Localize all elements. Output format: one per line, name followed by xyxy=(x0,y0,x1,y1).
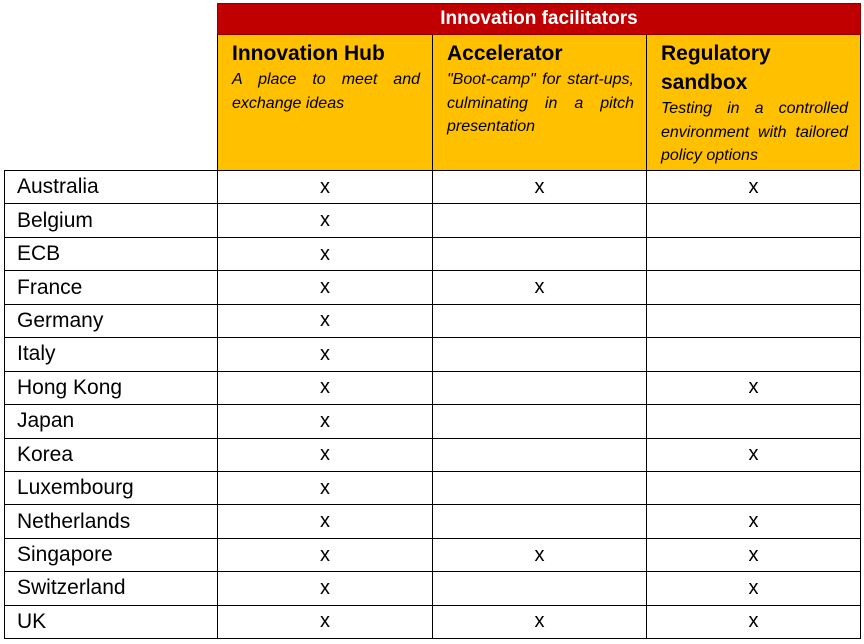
column-header-regulatory-sandbox: Regulatory sandbox Testing in a controll… xyxy=(646,34,861,171)
table-body: Australia x x x Belgium x ECB x France x x Germany x… xyxy=(4,169,861,640)
column-header-accelerator: Accelerator "Boot-camp" for start-ups, c… xyxy=(432,34,647,171)
super-header: Innovation facilitators xyxy=(217,3,861,35)
mark-cell xyxy=(646,303,861,339)
country-cell: ECB xyxy=(4,236,218,272)
mark-cell: x xyxy=(217,270,433,305)
mark-cell: x xyxy=(217,236,433,272)
mark-cell: x xyxy=(646,437,861,472)
country-cell: Korea xyxy=(4,437,218,472)
table-row: Belgium x xyxy=(4,203,861,238)
country-cell: Switzerland xyxy=(4,571,218,606)
mark-cell: x xyxy=(217,604,433,640)
column-title: Accelerator xyxy=(447,42,563,65)
mark-cell: x xyxy=(217,437,433,472)
table-row: Luxembourg x xyxy=(4,470,861,506)
mark-cell: x xyxy=(432,604,647,640)
mark-cell: x xyxy=(646,571,861,606)
country-cell: Japan xyxy=(4,404,218,439)
mark-cell: x xyxy=(217,370,433,406)
country-cell: Italy xyxy=(4,337,218,372)
country-cell: Hong Kong xyxy=(4,370,218,406)
mark-cell: x xyxy=(646,169,861,205)
mark-cell xyxy=(432,404,647,439)
mark-cell: x xyxy=(217,203,433,238)
mark-cell: x xyxy=(217,470,433,506)
mark-cell: x xyxy=(217,571,433,606)
mark-cell: x xyxy=(646,504,861,539)
mark-cell xyxy=(646,470,861,506)
mark-cell xyxy=(432,337,647,372)
table-row: UK x x x xyxy=(4,604,861,640)
table-row: Singapore x x x xyxy=(4,537,861,573)
mark-cell: x xyxy=(217,504,433,539)
mark-cell: x xyxy=(217,169,433,205)
mark-cell xyxy=(646,270,861,305)
country-cell: Netherlands xyxy=(4,504,218,539)
mark-cell xyxy=(646,236,861,272)
column-header-innovation-hub: Innovation Hub A place to meet and excha… xyxy=(217,34,433,171)
mark-cell: x xyxy=(217,404,433,439)
table-row: Switzerland x x xyxy=(4,571,861,606)
country-cell: Germany xyxy=(4,303,218,339)
table-row: Hong Kong x x xyxy=(4,370,861,406)
table-row: Italy x xyxy=(4,337,861,372)
column-description: Testing in a controlled environment with… xyxy=(661,100,848,164)
mark-cell: x xyxy=(217,537,433,573)
mark-cell: x xyxy=(646,604,861,640)
mark-cell: x xyxy=(217,337,433,372)
mark-cell: x xyxy=(432,270,647,305)
mark-cell xyxy=(646,337,861,372)
mark-cell xyxy=(432,236,647,272)
country-cell: Luxembourg xyxy=(4,470,218,506)
column-description: "Boot-camp" for start-ups, culminating i… xyxy=(447,71,634,135)
country-cell: France xyxy=(4,270,218,305)
table-row: Australia x x x xyxy=(4,169,861,205)
column-title: Innovation Hub xyxy=(232,42,385,65)
table-row: Korea x x xyxy=(4,437,861,472)
country-cell: Australia xyxy=(4,169,218,205)
country-cell: Belgium xyxy=(4,203,218,238)
mark-cell: x xyxy=(646,537,861,573)
country-cell: Singapore xyxy=(4,537,218,573)
mark-cell xyxy=(432,303,647,339)
table-row: Netherlands x x xyxy=(4,504,861,539)
mark-cell xyxy=(432,470,647,506)
mark-cell xyxy=(432,370,647,406)
corner-blank-cell xyxy=(5,4,218,35)
mark-cell xyxy=(432,203,647,238)
mark-cell xyxy=(432,571,647,606)
mark-cell xyxy=(432,504,647,539)
column-title: Regulatory sandbox xyxy=(661,42,771,94)
column-description: A place to meet and exchange ideas xyxy=(232,71,420,112)
table-row: Germany x xyxy=(4,303,861,339)
mark-cell: x xyxy=(432,169,647,205)
table-row: Japan x xyxy=(4,404,861,439)
table-row: France x x xyxy=(4,270,861,305)
mark-cell: x xyxy=(646,370,861,406)
mark-cell xyxy=(646,404,861,439)
mark-cell: x xyxy=(432,537,647,573)
mark-cell xyxy=(432,437,647,472)
table-row: ECB x xyxy=(4,236,861,272)
country-cell: UK xyxy=(4,604,218,640)
corner-blank-cell xyxy=(5,35,218,171)
mark-cell xyxy=(646,203,861,238)
innovation-facilitators-table: Innovation facilitators Innovation Hub A… xyxy=(4,3,861,640)
mark-cell: x xyxy=(217,303,433,339)
